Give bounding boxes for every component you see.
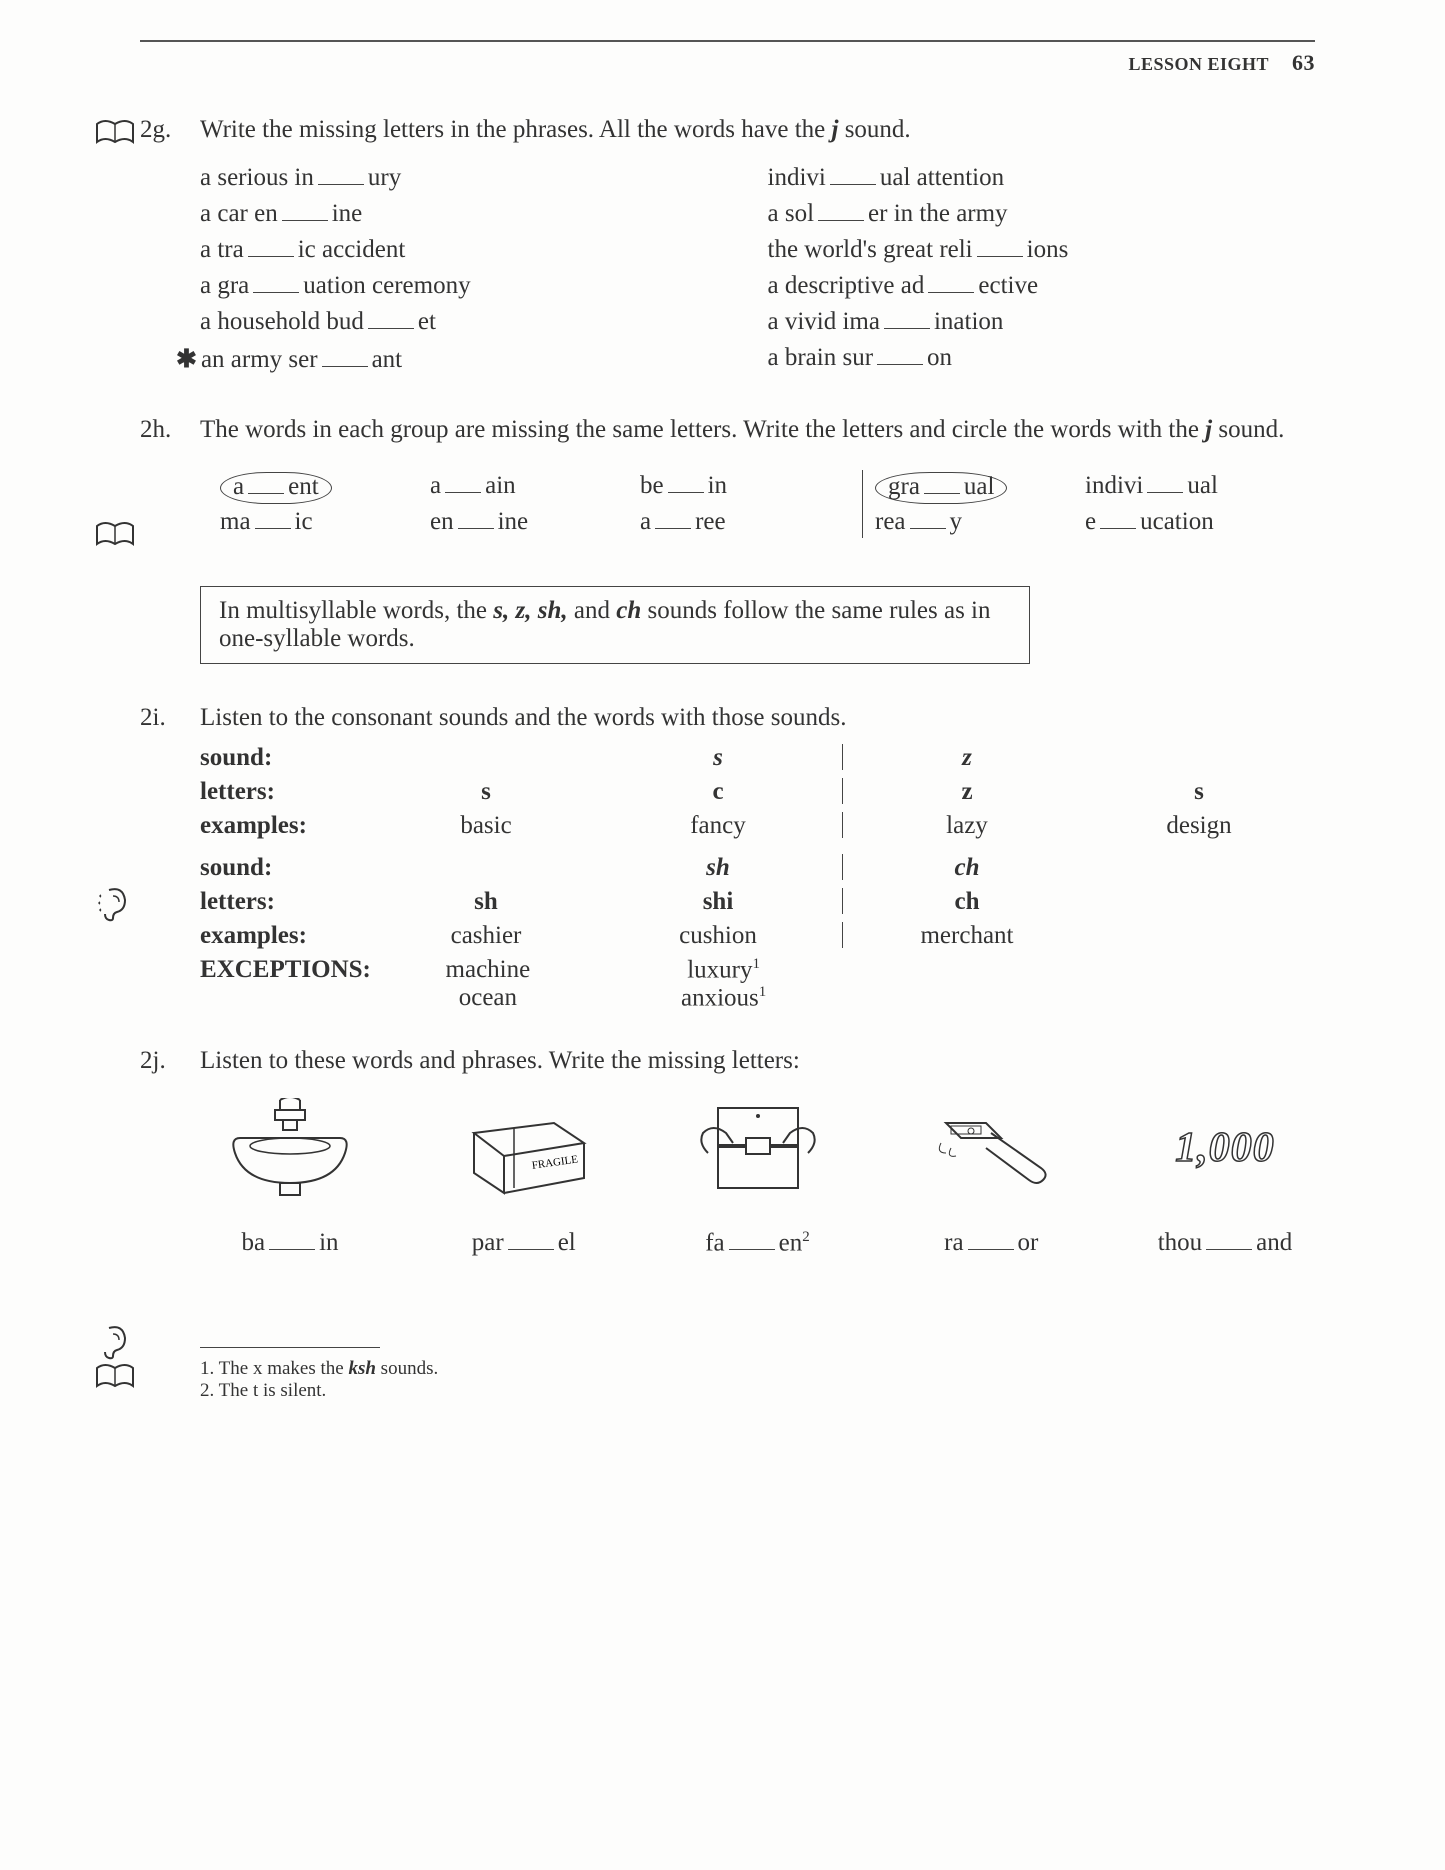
blank[interactable] [729, 1249, 775, 1250]
blank[interactable] [253, 292, 299, 293]
blank[interactable] [318, 184, 364, 185]
blank[interactable] [818, 220, 864, 221]
phrase-line: a soler in the army [768, 200, 1316, 228]
phrase-line: a serious inury [200, 164, 748, 192]
blank[interactable] [968, 1249, 1014, 1250]
exercise-instruction: Write the missing letters in the phrases… [200, 116, 1315, 144]
phrase-columns: a serious inury a car enine a traic accide… [200, 156, 1315, 382]
word-cell: enine [430, 508, 640, 536]
phrase-line: indiviual attention [768, 164, 1316, 192]
exercise-number: 2h. [140, 416, 200, 444]
running-head: LESSON EIGHT 63 [140, 50, 1315, 76]
phrase-line: a brain suron [768, 344, 1316, 372]
word-cell: aent [220, 472, 430, 504]
pic-fasten: faen2 [668, 1093, 848, 1257]
blank[interactable] [977, 256, 1023, 257]
sound-table: sound: s z letters: s c z s examples: ba… [200, 744, 1315, 1013]
exercise-number: 2i. [140, 704, 200, 732]
footnotes: 1. The x makes the ksh sounds. 2. The t … [200, 1347, 1315, 1402]
book-icon [95, 520, 135, 555]
word-cell: reay [875, 508, 1085, 536]
footnote-1: 1. The x makes the ksh sounds. [200, 1358, 1315, 1380]
blank[interactable] [445, 492, 481, 493]
blank[interactable] [1147, 492, 1183, 493]
word-cell: graual [875, 472, 1085, 504]
picture-row: bain FRAGILE parel [200, 1093, 1315, 1257]
blank[interactable] [910, 528, 946, 529]
blank[interactable] [508, 1249, 554, 1250]
exercise-instruction: Listen to the consonant sounds and the w… [200, 704, 1315, 732]
footnote-2: 2. The t is silent. [200, 1380, 1315, 1402]
blank[interactable] [368, 328, 414, 329]
blank[interactable] [924, 493, 960, 494]
word-group-box: aentaainbein graualindiviual maicenineare… [200, 456, 1315, 552]
phrase-line: a car enine [200, 200, 748, 228]
blank[interactable] [928, 292, 974, 293]
blank[interactable] [255, 528, 291, 529]
phrase-line: a vivid imaination [768, 308, 1316, 336]
phrase-line: the world's great reliions [768, 236, 1316, 264]
phrase-line: ✱an army serant [176, 344, 748, 374]
page: LESSON EIGHT 63 2g. Write the missing le… [0, 0, 1445, 1870]
svg-text:FRAGILE: FRAGILE [531, 1153, 579, 1171]
blank[interactable] [884, 328, 930, 329]
word-cell: indiviual [1085, 472, 1295, 504]
exercise-number: 2g. [140, 116, 200, 144]
word-cell: maic [220, 508, 430, 536]
exercise-2g: 2g. Write the missing letters in the phr… [140, 116, 1315, 382]
exercise-2h: 2h. The words in each group are missing … [140, 416, 1315, 552]
exercise-instruction: Listen to these words and phrases. Write… [200, 1047, 1315, 1075]
word-cell: aree [640, 508, 850, 536]
pic-thousand: 1,000 thouand [1135, 1093, 1315, 1257]
phrase-line: a traic accident [200, 236, 748, 264]
blank[interactable] [655, 528, 691, 529]
book-icon [95, 1362, 135, 1397]
word-cell: aain [430, 472, 640, 504]
pic-parcel: FRAGILE parel [434, 1093, 614, 1257]
ear-icon [95, 1320, 135, 1367]
blank[interactable] [1100, 528, 1136, 529]
exercise-number: 2j. [140, 1047, 200, 1075]
phrase-line: a descriptive adective [768, 272, 1316, 300]
blank[interactable] [248, 256, 294, 257]
top-rule [140, 40, 1315, 42]
blank[interactable] [269, 1249, 315, 1250]
lesson-name: LESSON EIGHT [1128, 54, 1269, 74]
blank[interactable] [668, 492, 704, 493]
pic-basin: bain [200, 1093, 380, 1257]
ear-icon [95, 882, 135, 929]
word-cell: eucation [1085, 508, 1295, 536]
exercise-2i: 2i. Listen to the consonant sounds and t… [140, 704, 1315, 1013]
blank[interactable] [830, 184, 876, 185]
rule-box: In multisyllable words, the s, z, sh, an… [200, 586, 1030, 664]
page-number: 63 [1292, 50, 1315, 75]
phrase-line: a grauation ceremony [200, 272, 748, 300]
blank[interactable] [322, 366, 368, 367]
book-icon [95, 118, 135, 153]
blank[interactable] [282, 220, 328, 221]
word-cell: bein [640, 472, 850, 504]
phrase-line: a household budet [200, 308, 748, 336]
blank[interactable] [1206, 1249, 1252, 1250]
exercise-2j: 2j. Listen to these words and phrases. W… [140, 1047, 1315, 1257]
blank[interactable] [458, 528, 494, 529]
blank[interactable] [248, 493, 284, 494]
blank[interactable] [877, 364, 923, 365]
pic-razor: raor [901, 1093, 1081, 1257]
exercise-instruction: The words in each group are missing the … [200, 416, 1315, 444]
